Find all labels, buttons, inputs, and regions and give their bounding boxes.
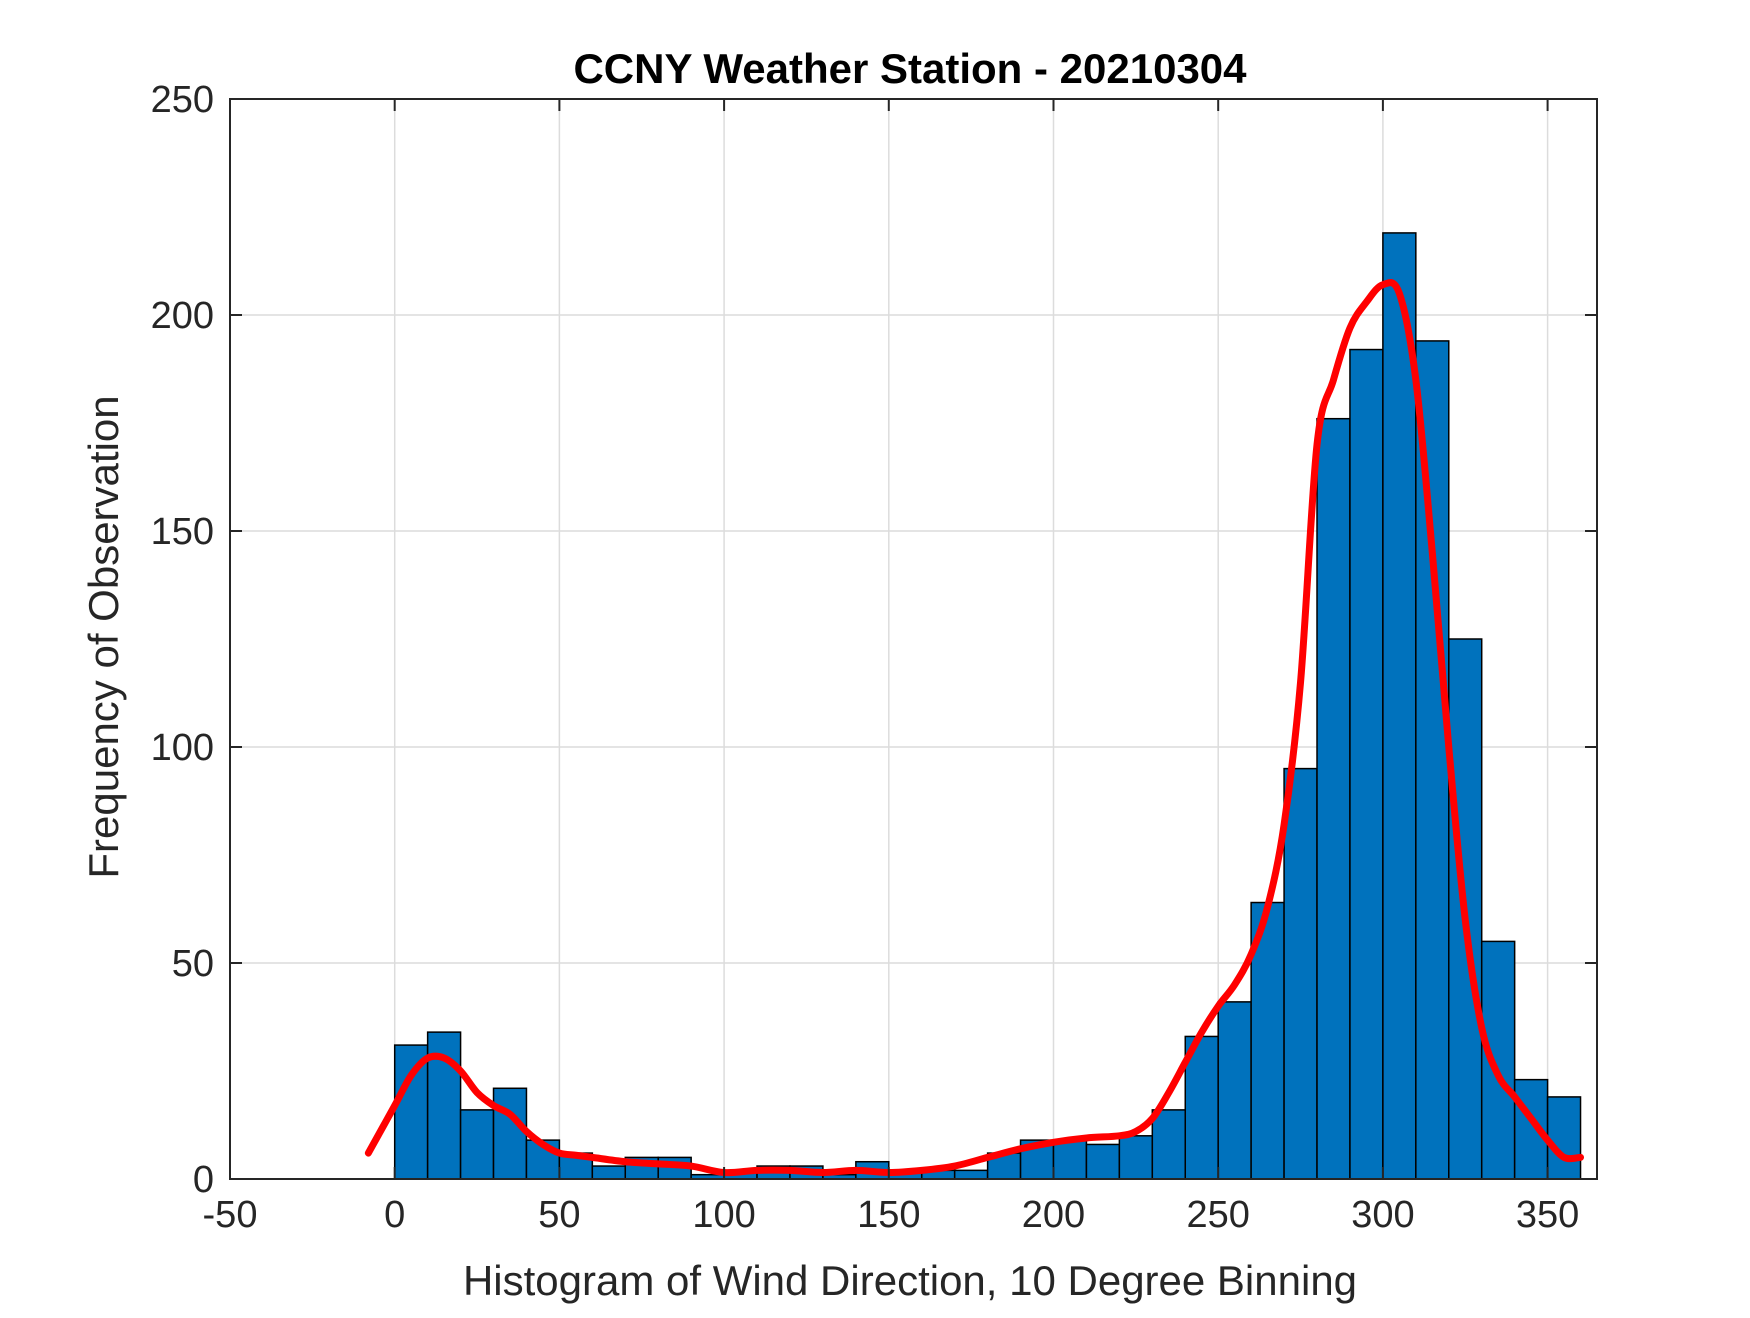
histogram-bar bbox=[1316, 417, 1351, 1180]
x-tick-label: 50 bbox=[538, 1194, 580, 1236]
histogram-bar bbox=[1052, 1139, 1088, 1180]
histogram-bar bbox=[1349, 348, 1384, 1180]
y-axis-label: Frequency of Observation bbox=[80, 395, 127, 878]
histogram-bar bbox=[1085, 1143, 1121, 1180]
x-tick-label: 200 bbox=[1022, 1194, 1085, 1236]
histogram-bar bbox=[1118, 1135, 1154, 1180]
histogram-bar bbox=[953, 1169, 989, 1180]
histogram-bar bbox=[1415, 340, 1450, 1180]
y-tick-label: 100 bbox=[151, 727, 214, 769]
x-tick-label: 350 bbox=[1516, 1194, 1579, 1236]
x-tick-label: 300 bbox=[1351, 1194, 1414, 1236]
axes-box bbox=[229, 98, 1598, 1180]
x-axis-label: Histogram of Wind Direction, 10 Degree B… bbox=[463, 1257, 1357, 1304]
x-tick-label: 150 bbox=[857, 1194, 920, 1236]
histogram-bar bbox=[492, 1087, 528, 1180]
density-curve-line bbox=[364, 279, 1585, 1177]
chart-title: CCNY Weather Station - 20210304 bbox=[573, 45, 1247, 92]
y-tick-label: 250 bbox=[151, 79, 214, 121]
histogram-bar bbox=[1283, 767, 1318, 1180]
histogram-bar bbox=[459, 1109, 495, 1180]
x-tick-label: 100 bbox=[692, 1194, 755, 1236]
histogram-bar bbox=[1151, 1109, 1187, 1180]
x-tick-label: 250 bbox=[1186, 1194, 1249, 1236]
histogram-bar bbox=[591, 1165, 627, 1180]
x-tick-label: 0 bbox=[384, 1194, 405, 1236]
y-tick-label: 50 bbox=[172, 943, 214, 985]
y-tick-label: 0 bbox=[193, 1159, 214, 1201]
density-curve bbox=[364, 279, 1585, 1177]
axes-frame bbox=[229, 98, 1598, 1180]
y-tick-label: 150 bbox=[151, 511, 214, 553]
histogram-bar bbox=[1480, 940, 1516, 1180]
y-tick-label: 200 bbox=[151, 295, 214, 337]
histogram-bar bbox=[1546, 1096, 1582, 1180]
x-tick-label: -50 bbox=[203, 1194, 258, 1236]
histogram-bar bbox=[1382, 232, 1417, 1180]
histogram-bar bbox=[1217, 1001, 1252, 1180]
